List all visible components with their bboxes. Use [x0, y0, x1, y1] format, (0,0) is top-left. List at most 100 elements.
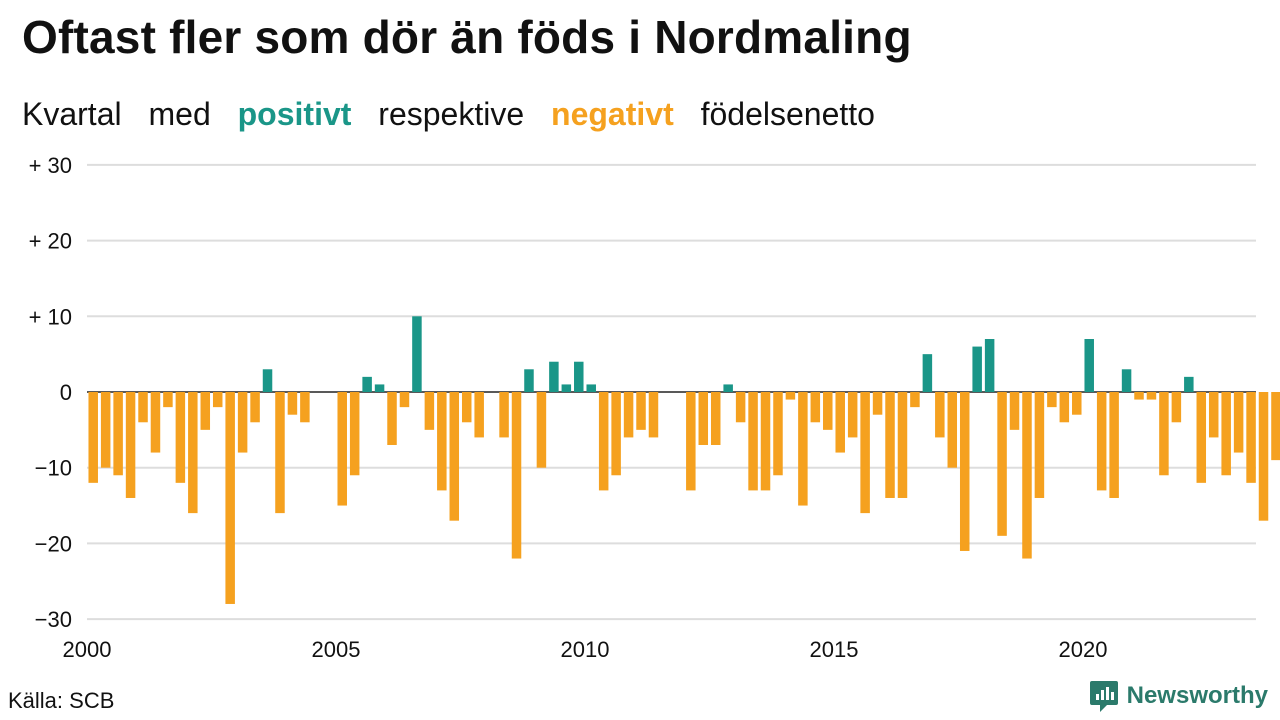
bar: [611, 392, 621, 476]
y-tick-label: −20: [35, 531, 72, 556]
bar: [524, 369, 534, 392]
bar: [1134, 392, 1144, 400]
bar: [947, 392, 958, 468]
chart-title: Oftast fler som dör än föds i Nordmaling: [22, 11, 912, 63]
subtitle-text-3: respektive: [378, 96, 525, 132]
bar: [735, 392, 746, 423]
bar: [1059, 392, 1070, 423]
bar: [885, 392, 895, 498]
bar: [586, 384, 596, 392]
bar: [686, 392, 696, 491]
bar: [1171, 392, 1182, 423]
bar: [100, 392, 111, 468]
subtitle-text-1: Kvartal: [22, 96, 122, 132]
bar: [710, 392, 721, 445]
bar: [138, 392, 148, 423]
bar: [250, 392, 260, 423]
bar: [499, 392, 509, 438]
bar: [1009, 392, 1020, 430]
bar: [1271, 392, 1280, 461]
bar: [785, 392, 796, 400]
chart-subtitle: Kvartal med positivt respektive negativt…: [22, 96, 893, 133]
bar: [163, 392, 173, 408]
bar: [1246, 392, 1256, 483]
subtitle-text-2: med: [148, 96, 211, 132]
bar: [636, 392, 646, 430]
bar: [1258, 392, 1269, 521]
y-tick-label: −10: [35, 456, 72, 481]
bar: [598, 392, 609, 491]
bar: [536, 392, 547, 468]
bar: [424, 392, 435, 430]
bar: [798, 392, 808, 506]
bar: [1121, 369, 1132, 392]
bar: [511, 392, 522, 559]
newsworthy-logo-icon: [1089, 681, 1118, 712]
bar: [449, 392, 460, 521]
bar: [88, 392, 98, 483]
brand-logo: Newsworthy: [1089, 678, 1268, 714]
y-tick-label: + 30: [29, 153, 72, 178]
brand-name: Newsworthy: [1126, 682, 1268, 709]
bar: [959, 392, 970, 551]
legend-positive: positivt: [237, 96, 352, 132]
bar: [374, 384, 385, 392]
x-tick-label: 2010: [561, 637, 610, 662]
bar: [474, 392, 484, 438]
bar: [748, 392, 758, 491]
bar: [1233, 392, 1244, 453]
bar: [150, 392, 161, 453]
source-note: Källa: SCB: [8, 688, 115, 713]
bar: [237, 392, 248, 453]
bar: [1208, 392, 1219, 438]
bar: [1084, 339, 1094, 392]
bar: [399, 392, 410, 408]
bar: [1047, 392, 1057, 408]
bar: [1184, 376, 1194, 392]
bar: [461, 392, 472, 423]
bar: [773, 392, 783, 476]
bar: [412, 316, 422, 392]
subtitle-text-4: födelsenetto: [700, 96, 875, 132]
bar: [623, 392, 634, 438]
bar: [300, 392, 310, 423]
bar: [561, 384, 572, 392]
bar: [835, 392, 845, 453]
bar: [349, 392, 360, 476]
bar: [872, 392, 883, 415]
bar: [922, 354, 933, 392]
bar: [723, 384, 733, 392]
bar: [997, 392, 1007, 536]
bar: [760, 392, 771, 491]
bar: [175, 392, 186, 483]
bar: [188, 392, 198, 514]
bar: [574, 361, 584, 392]
bar: [935, 392, 945, 438]
bar: [362, 376, 372, 392]
y-tick-label: 0: [60, 380, 72, 405]
bar: [549, 361, 559, 392]
legend-negative: negativt: [551, 96, 674, 132]
y-tick-label: + 20: [29, 229, 72, 254]
bar: [200, 392, 211, 430]
bar: [847, 392, 858, 438]
bar: [1109, 392, 1119, 498]
bar: [337, 392, 347, 506]
bar: [972, 346, 982, 392]
bar: [387, 392, 397, 445]
bar: [1072, 392, 1082, 415]
x-tick-label: 2015: [810, 637, 859, 662]
bar: [287, 392, 298, 415]
bar: [113, 392, 123, 476]
bar: [698, 392, 709, 445]
bar: [810, 392, 821, 423]
bar: [1096, 392, 1107, 491]
bar: [1034, 392, 1045, 498]
bar: [1146, 392, 1157, 400]
x-tick-label: 2005: [312, 637, 361, 662]
bar: [860, 392, 870, 514]
bar: [648, 392, 659, 438]
bar: [1022, 392, 1032, 559]
bar: [1196, 392, 1207, 483]
